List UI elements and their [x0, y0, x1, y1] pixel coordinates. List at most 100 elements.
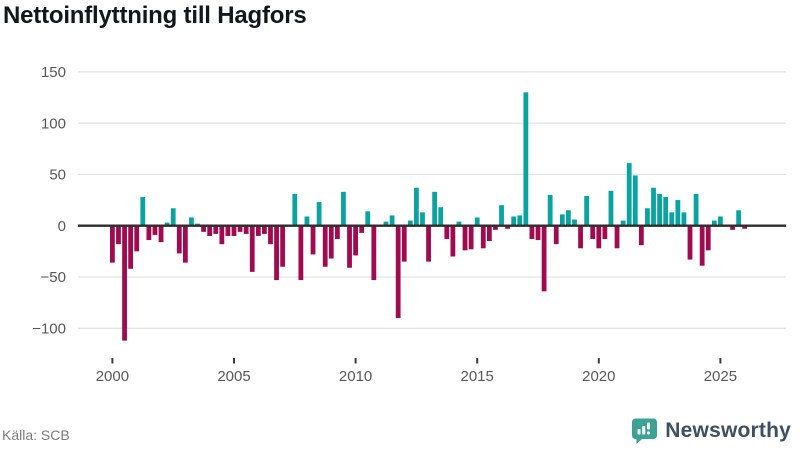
bar-positive: [566, 210, 571, 226]
bar-positive: [164, 222, 170, 226]
bar-negative: [638, 225, 644, 246]
x-axis-label: 2015: [461, 368, 494, 385]
bar-negative: [486, 225, 492, 242]
bar-positive: [711, 220, 717, 226]
bar-positive: [304, 216, 310, 226]
bar-negative: [243, 225, 249, 234]
bar-positive: [736, 210, 742, 226]
bar-positive: [499, 205, 504, 226]
bar-positive: [584, 195, 590, 226]
bar-negative: [110, 225, 115, 263]
bar-negative: [614, 225, 620, 249]
bar-negative: [134, 225, 140, 252]
bar-positive: [632, 175, 638, 226]
bar-negative: [480, 225, 486, 249]
bar-negative: [395, 225, 401, 319]
bar-negative: [182, 225, 188, 263]
source-label: Källa: SCB: [2, 427, 70, 443]
bar-positive: [572, 219, 577, 226]
bar-positive: [511, 216, 517, 226]
bar-negative: [231, 225, 237, 236]
bar-negative: [602, 225, 608, 240]
y-axis-label: 150: [41, 64, 66, 81]
y-axis-label: −100: [32, 321, 66, 338]
bar-negative: [462, 225, 468, 251]
bar-positive: [407, 220, 413, 226]
bar-positive: [140, 196, 146, 226]
bar-negative: [742, 225, 748, 229]
bar-negative: [262, 225, 267, 234]
bar-positive: [189, 217, 194, 226]
bar-negative: [122, 225, 127, 341]
bar-negative: [347, 225, 352, 268]
bar-negative: [225, 225, 231, 236]
bar-negative: [687, 225, 693, 260]
bar-positive: [383, 221, 389, 226]
bar-negative: [219, 225, 225, 245]
bar-negative: [401, 225, 407, 262]
bar-negative: [541, 225, 547, 292]
bar-negative: [310, 225, 316, 255]
x-axis-label: 2020: [582, 368, 615, 385]
bar-negative: [596, 225, 602, 249]
bar-negative: [553, 225, 559, 245]
bar-negative: [268, 225, 273, 245]
x-axis-label: 2025: [704, 368, 737, 385]
x-axis-label: 2010: [339, 368, 372, 385]
bar-positive: [420, 212, 425, 226]
bar-positive: [316, 202, 322, 226]
y-axis-label: 0: [58, 218, 66, 235]
bar-negative: [176, 225, 182, 254]
bar-positive: [608, 190, 614, 226]
bar-negative: [590, 225, 596, 240]
bar-negative: [249, 225, 255, 272]
bar-positive: [669, 212, 675, 226]
bar-positive: [626, 163, 632, 226]
net-migration-bar-chart: 150 100 50 0 −50 −100 2000 2005 2010 2015 2020 2025: [32, 64, 786, 385]
newsworthy-wordmark: Newsworthy: [665, 419, 791, 442]
bar-positive: [517, 215, 523, 226]
bar-negative: [705, 225, 711, 251]
bar-negative: [128, 225, 134, 269]
bar-positive: [663, 196, 669, 226]
bar-positive: [438, 207, 444, 226]
bar-positive: [365, 211, 371, 226]
bar-positive: [292, 193, 298, 226]
bar-positive: [170, 208, 176, 226]
bar-negative: [353, 225, 358, 256]
bar-positive: [341, 191, 346, 226]
bar-positive: [693, 193, 699, 226]
newsworthy-logo: Newsworthy: [631, 417, 791, 445]
bar-positive: [620, 220, 626, 226]
bar-positive: [523, 92, 529, 226]
bar-positive: [432, 191, 438, 226]
bar-negative: [450, 225, 456, 257]
bar-positive: [657, 193, 662, 226]
bar-negative: [371, 225, 377, 281]
bar-negative: [468, 225, 474, 250]
bar-negative: [280, 225, 286, 267]
bar-negative: [298, 225, 304, 281]
x-axis-label: 2000: [96, 368, 129, 385]
bar-positive: [474, 217, 480, 226]
bar-negative: [328, 225, 334, 259]
y-axis-label: 100: [41, 115, 66, 132]
bar-negative: [158, 225, 164, 243]
y-axis-label: −50: [41, 269, 66, 286]
bar-negative: [334, 225, 340, 240]
bar-negative: [493, 225, 498, 230]
bar-positive: [414, 187, 419, 226]
bar-positive: [547, 194, 553, 226]
bar-negative: [207, 225, 213, 236]
bar-positive: [651, 187, 656, 226]
bar-positive: [645, 208, 650, 226]
bar-negative: [322, 225, 328, 267]
bar-negative: [444, 225, 450, 240]
bar-negative: [426, 225, 431, 262]
bar-negative: [237, 225, 243, 232]
bar-negative: [274, 225, 279, 281]
bar-negative: [146, 225, 152, 241]
bar-positive: [681, 212, 687, 226]
chart-title: Nettoinflyttning till Hagfors: [3, 2, 307, 29]
newsworthy-bubble-chart-icon: [632, 418, 658, 444]
